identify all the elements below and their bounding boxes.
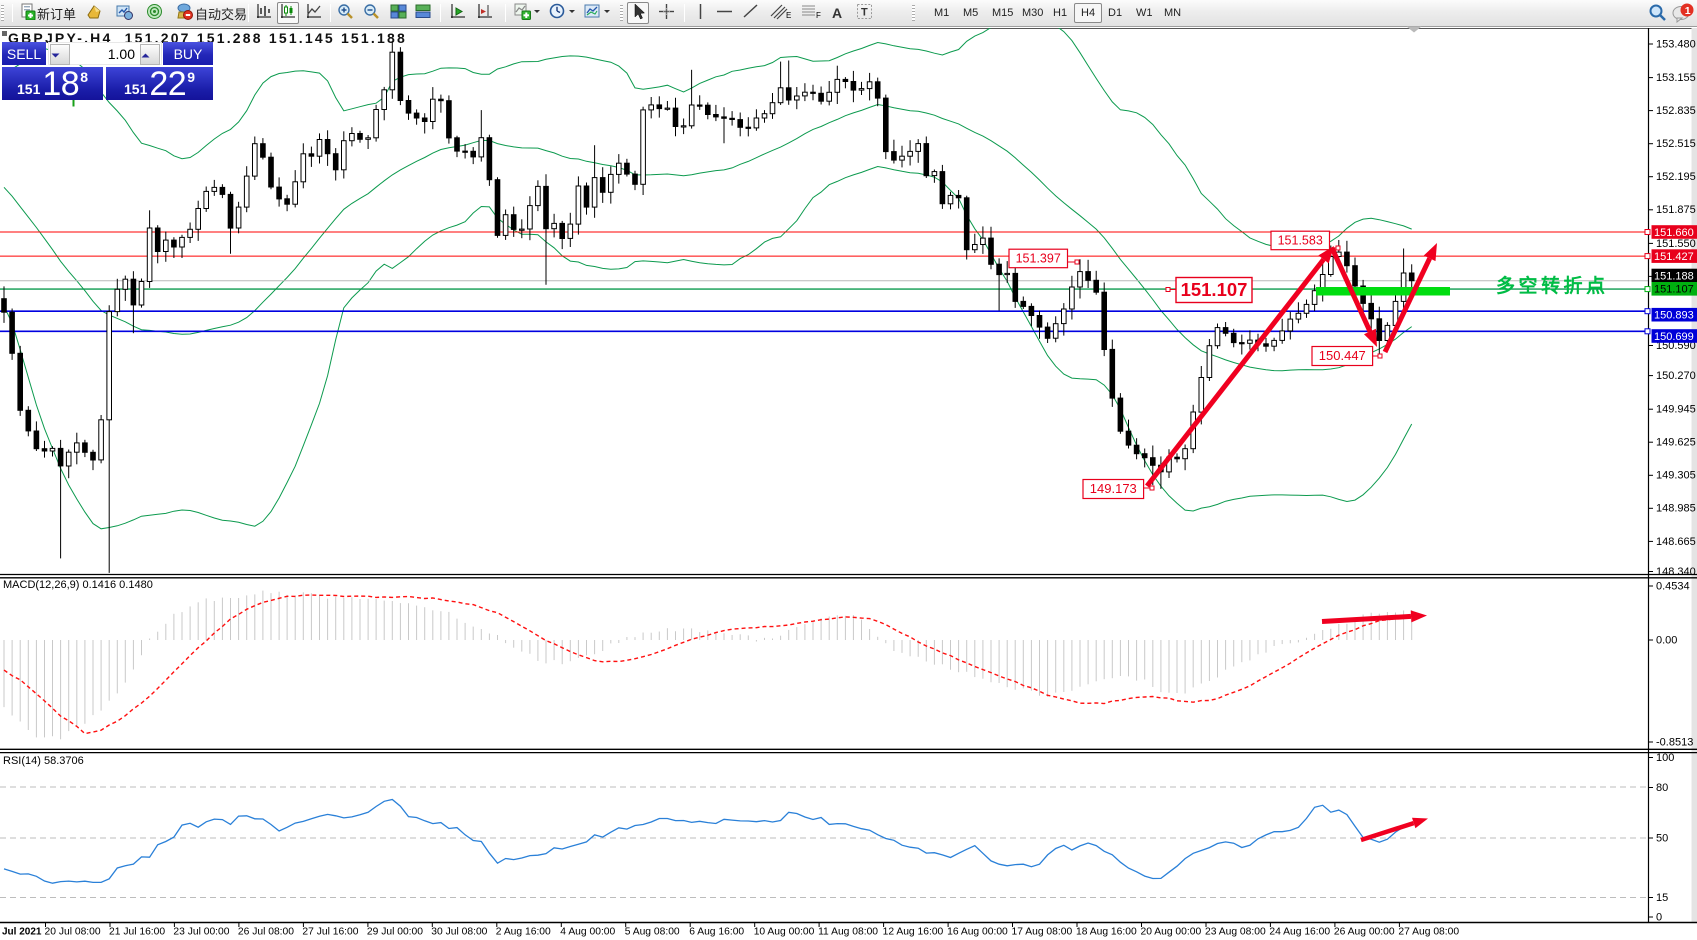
svg-text:151.427: 151.427: [1654, 251, 1694, 263]
svg-text:150.447: 150.447: [1319, 348, 1366, 363]
svg-text:151.550: 151.550: [1656, 238, 1696, 250]
svg-text:MACD(12,26,9) 0.1416 0.1480: MACD(12,26,9) 0.1416 0.1480: [3, 579, 153, 591]
svg-text:152.515: 152.515: [1656, 138, 1696, 150]
svg-text:6 Aug 16:00: 6 Aug 16:00: [689, 927, 744, 938]
svg-text:18 Aug 16:00: 18 Aug 16:00: [1076, 927, 1137, 938]
svg-text:0: 0: [1656, 911, 1662, 923]
svg-text:152.195: 152.195: [1656, 171, 1696, 183]
svg-text:150.270: 150.270: [1656, 370, 1696, 382]
svg-text:0.00: 0.00: [1656, 634, 1677, 646]
svg-text:4 Aug 00:00: 4 Aug 00:00: [560, 927, 615, 938]
svg-text:T: T: [861, 7, 868, 19]
svg-text:21 Jul 16:00: 21 Jul 16:00: [109, 927, 165, 938]
svg-text:24 Aug 16:00: 24 Aug 16:00: [1269, 927, 1330, 938]
svg-text:151.660: 151.660: [1654, 227, 1694, 239]
svg-text:148.985: 148.985: [1656, 503, 1696, 515]
svg-text:50: 50: [1656, 832, 1668, 844]
svg-text:23 Jul 00:00: 23 Jul 00:00: [173, 927, 229, 938]
svg-text:12 Aug 16:00: 12 Aug 16:00: [883, 927, 944, 938]
svg-text:Jul 2021: Jul 2021: [2, 927, 42, 938]
svg-text:5 Aug 08:00: 5 Aug 08:00: [625, 927, 680, 938]
svg-text:150.893: 150.893: [1654, 310, 1694, 322]
svg-text:30 Jul 08:00: 30 Jul 08:00: [431, 927, 487, 938]
svg-text:100: 100: [1656, 752, 1674, 764]
svg-text:151.107: 151.107: [1181, 279, 1248, 300]
svg-text:148.340: 148.340: [1656, 566, 1696, 578]
svg-text:149.173: 149.173: [1090, 481, 1137, 496]
svg-text:150.699: 150.699: [1654, 331, 1694, 343]
svg-text:2 Aug 16:00: 2 Aug 16:00: [496, 927, 551, 938]
svg-text:1: 1: [1685, 5, 1691, 17]
svg-text:16 Aug 00:00: 16 Aug 00:00: [947, 927, 1008, 938]
svg-text:多空转折点: 多空转折点: [1496, 274, 1609, 297]
svg-text:29 Jul 00:00: 29 Jul 00:00: [367, 927, 423, 938]
svg-text:149.305: 149.305: [1656, 470, 1696, 482]
svg-text:148.665: 148.665: [1656, 536, 1696, 548]
svg-text:20 Aug 00:00: 20 Aug 00:00: [1141, 927, 1202, 938]
svg-text:152.835: 152.835: [1656, 105, 1696, 117]
svg-text:23 Aug 08:00: 23 Aug 08:00: [1205, 927, 1266, 938]
svg-text:10 Aug 00:00: 10 Aug 00:00: [754, 927, 815, 938]
svg-text:151.583: 151.583: [1278, 233, 1323, 247]
svg-text:0.4534: 0.4534: [1656, 580, 1690, 592]
svg-text:151.188: 151.188: [1654, 270, 1694, 282]
svg-text:17 Aug 08:00: 17 Aug 08:00: [1012, 927, 1073, 938]
svg-text:151.107: 151.107: [1654, 284, 1694, 296]
svg-text:27 Jul 16:00: 27 Jul 16:00: [302, 927, 358, 938]
svg-text:80: 80: [1656, 782, 1668, 794]
svg-text:26 Aug 00:00: 26 Aug 00:00: [1334, 927, 1395, 938]
svg-text:149.625: 149.625: [1656, 437, 1696, 449]
svg-text:RSI(14) 58.3706: RSI(14) 58.3706: [3, 755, 84, 767]
svg-text:11 Aug 08:00: 11 Aug 08:00: [818, 927, 878, 938]
svg-text:15: 15: [1656, 892, 1668, 904]
svg-text:150.590: 150.590: [1656, 340, 1696, 352]
svg-text:20 Jul 08:00: 20 Jul 08:00: [45, 927, 101, 938]
svg-text:153.155: 153.155: [1656, 72, 1696, 84]
svg-text:26 Jul 08:00: 26 Jul 08:00: [238, 927, 294, 938]
svg-text:E: E: [786, 11, 791, 20]
svg-text:-0.8513: -0.8513: [1656, 736, 1693, 748]
svg-text:27 Aug 08:00: 27 Aug 08:00: [1398, 927, 1459, 938]
svg-text:149.945: 149.945: [1656, 404, 1696, 416]
svg-text:F: F: [816, 11, 821, 20]
svg-text:151.397: 151.397: [1016, 251, 1061, 265]
svg-text:153.480: 153.480: [1656, 38, 1696, 50]
svg-text:151.875: 151.875: [1656, 204, 1696, 216]
